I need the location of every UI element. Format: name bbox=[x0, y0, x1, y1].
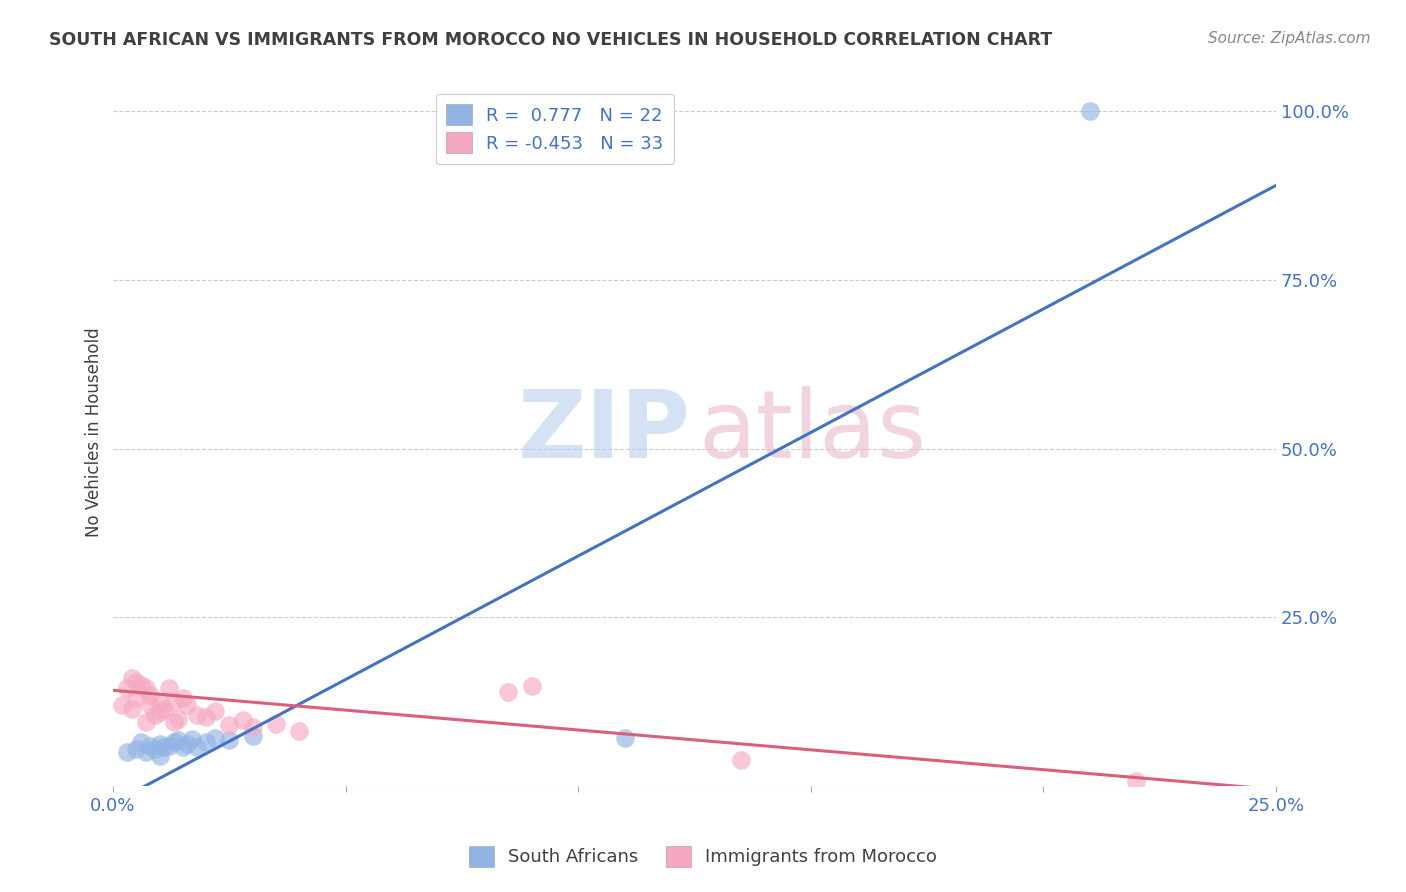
Point bbox=[129, 735, 152, 749]
Point bbox=[125, 742, 148, 756]
Point bbox=[148, 748, 170, 763]
Text: atlas: atlas bbox=[697, 386, 927, 478]
Point bbox=[730, 754, 752, 768]
Point bbox=[232, 713, 254, 727]
Point bbox=[167, 712, 190, 726]
Point bbox=[157, 739, 180, 753]
Point bbox=[195, 735, 218, 749]
Point bbox=[218, 733, 240, 747]
Point bbox=[498, 684, 520, 698]
Point bbox=[115, 745, 138, 759]
Point bbox=[1078, 104, 1101, 119]
Point bbox=[148, 737, 170, 751]
Y-axis label: No Vehicles in Household: No Vehicles in Household bbox=[86, 327, 103, 537]
Point bbox=[172, 739, 194, 754]
Point bbox=[135, 681, 157, 696]
Point bbox=[121, 701, 143, 715]
Point bbox=[148, 695, 170, 709]
Point bbox=[288, 723, 311, 738]
Point bbox=[125, 674, 148, 689]
Point bbox=[125, 691, 148, 706]
Point bbox=[157, 681, 180, 696]
Point bbox=[204, 704, 226, 718]
Point bbox=[218, 718, 240, 732]
Legend: R =  0.777   N = 22, R = -0.453   N = 33: R = 0.777 N = 22, R = -0.453 N = 33 bbox=[436, 94, 675, 164]
Point bbox=[181, 731, 204, 746]
Point bbox=[204, 731, 226, 745]
Point bbox=[162, 695, 184, 709]
Point bbox=[195, 710, 218, 724]
Point bbox=[139, 688, 162, 702]
Point bbox=[162, 714, 184, 729]
Point bbox=[1125, 773, 1147, 788]
Text: ZIP: ZIP bbox=[519, 386, 690, 478]
Point bbox=[153, 701, 176, 715]
Point bbox=[242, 720, 264, 734]
Point bbox=[172, 691, 194, 706]
Point bbox=[162, 735, 184, 749]
Point bbox=[139, 739, 162, 753]
Point bbox=[186, 739, 208, 754]
Point bbox=[148, 705, 170, 719]
Point bbox=[264, 717, 287, 731]
Point bbox=[121, 671, 143, 685]
Point bbox=[143, 708, 166, 723]
Point bbox=[176, 698, 198, 713]
Point bbox=[135, 745, 157, 759]
Point bbox=[143, 742, 166, 756]
Point bbox=[115, 681, 138, 696]
Point bbox=[176, 737, 198, 751]
Legend: South Africans, Immigrants from Morocco: South Africans, Immigrants from Morocco bbox=[461, 838, 945, 874]
Point bbox=[129, 678, 152, 692]
Text: Source: ZipAtlas.com: Source: ZipAtlas.com bbox=[1208, 31, 1371, 46]
Point bbox=[167, 733, 190, 747]
Point bbox=[520, 679, 543, 693]
Point bbox=[613, 731, 636, 745]
Point bbox=[135, 714, 157, 729]
Point bbox=[111, 698, 134, 713]
Point bbox=[139, 698, 162, 713]
Point bbox=[186, 708, 208, 723]
Point bbox=[242, 729, 264, 743]
Text: SOUTH AFRICAN VS IMMIGRANTS FROM MOROCCO NO VEHICLES IN HOUSEHOLD CORRELATION CH: SOUTH AFRICAN VS IMMIGRANTS FROM MOROCCO… bbox=[49, 31, 1053, 49]
Point bbox=[153, 739, 176, 754]
